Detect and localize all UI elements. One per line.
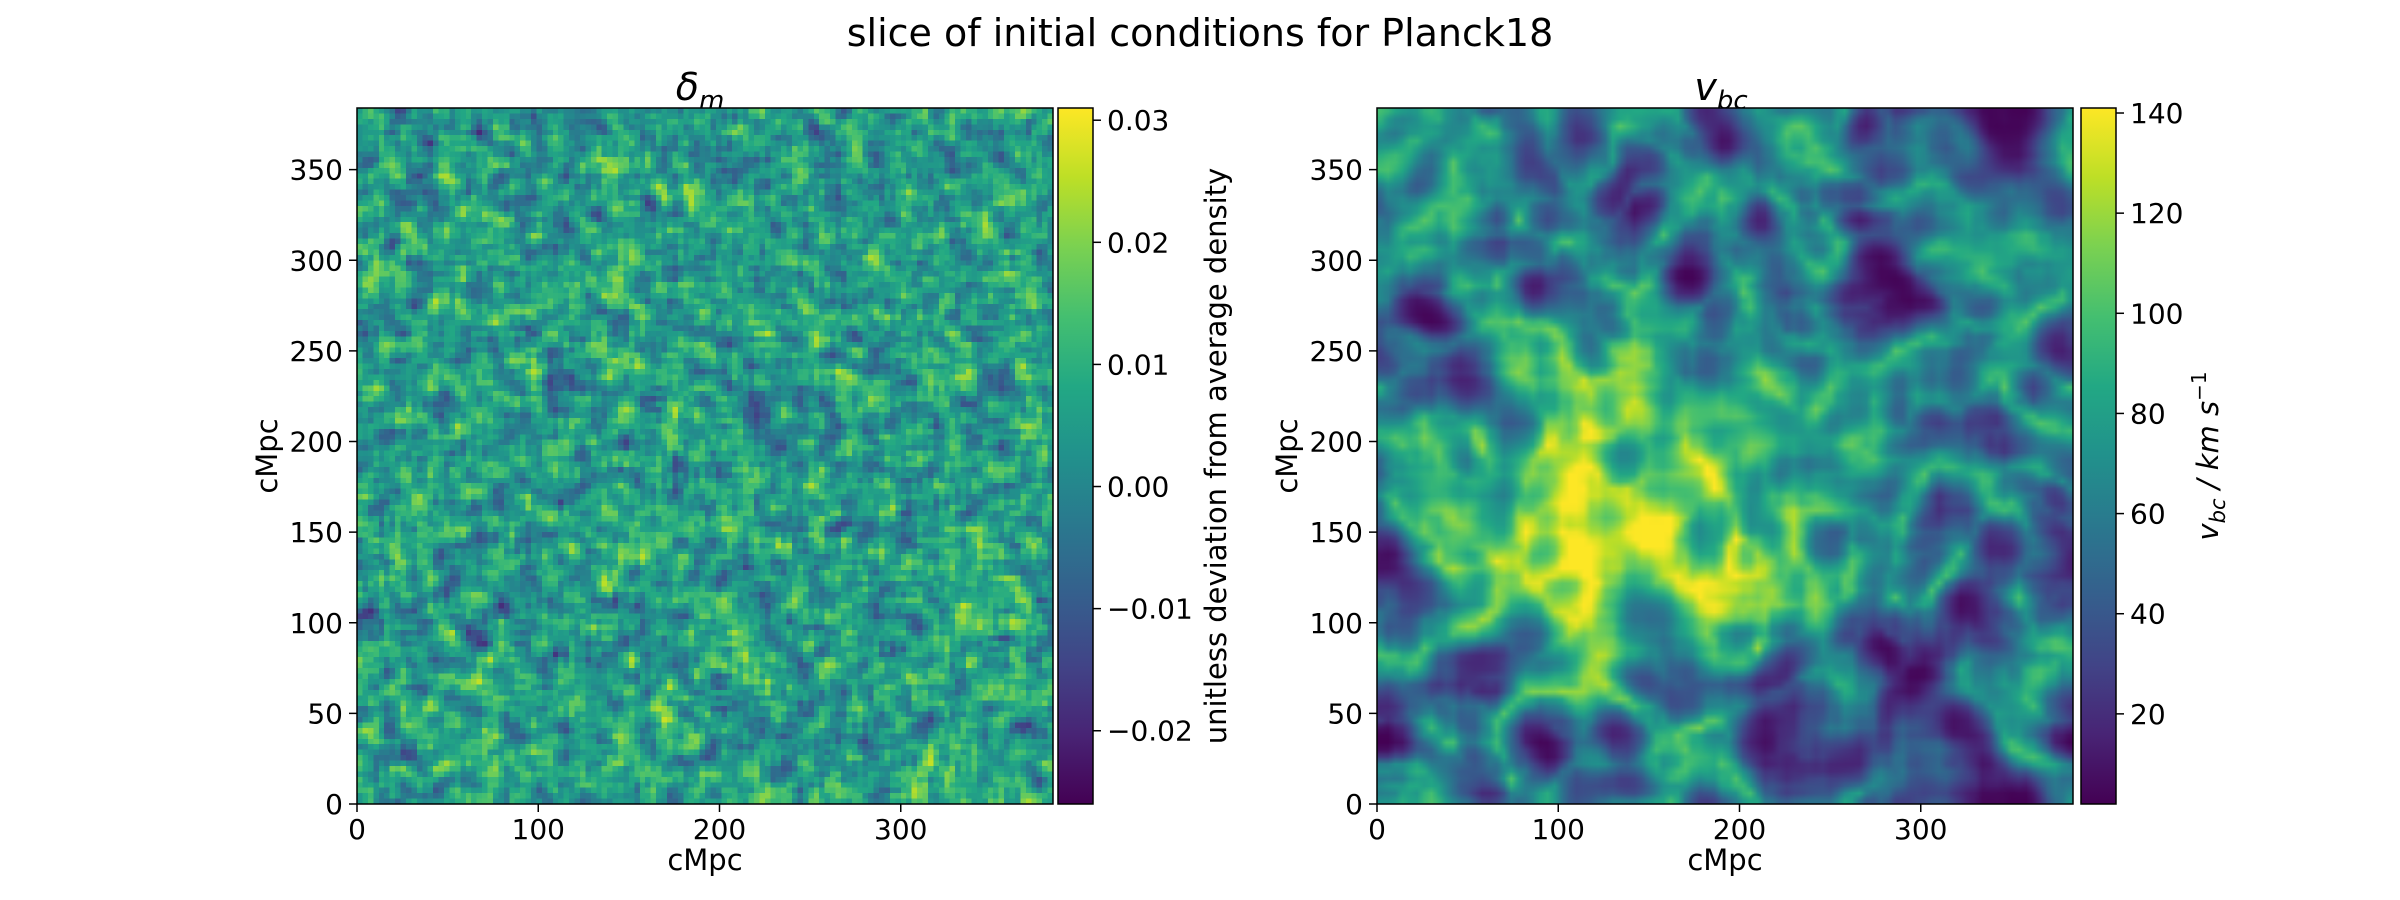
y-axis-label-vbc: cMpc [1270, 418, 1304, 493]
colorbar-tick-label: 100 [2130, 297, 2183, 330]
y-tick-label: 350 [1310, 154, 1363, 187]
x-axis-ticks-delta-m: 0 100 200 300 [348, 804, 927, 846]
colorbar-label-vbc: vbc / km s−1 [2187, 371, 2230, 540]
x-tick-label: 100 [512, 813, 565, 846]
plot-frame-vbc [1376, 107, 2074, 805]
y-tick-label: 300 [290, 244, 343, 277]
colorbar-tick-label: 80 [2130, 397, 2166, 430]
heatmap-delta-m [357, 108, 1053, 804]
y-tick-label: 200 [1310, 426, 1363, 459]
x-axis-ticks-vbc: 0 100 200 300 [1368, 804, 1947, 846]
x-tick-label: 200 [693, 813, 746, 846]
colorbar-tick-label: 120 [2130, 197, 2183, 230]
y-tick-label: 0 [1345, 788, 1363, 821]
colorbar-ticks-delta-m: −0.02 −0.01 0.00 0.01 0.02 0.03 [1093, 104, 1193, 748]
x-tick-label: 300 [1894, 813, 1947, 846]
colorbar-tick-label: −0.02 [1107, 715, 1193, 748]
x-axis-label-delta-m: cMpc [667, 843, 742, 877]
colorbar-tick-label: 0.03 [1107, 104, 1169, 137]
x-axis-label-vbc: cMpc [1687, 843, 1762, 877]
y-axis-label-delta-m: cMpc [250, 418, 284, 493]
x-tick-label: 100 [1532, 813, 1585, 846]
colorbar-tick-label: 0.00 [1107, 471, 1169, 504]
y-tick-label: 150 [290, 516, 343, 549]
x-tick-label: 200 [1713, 813, 1766, 846]
y-axis-ticks-delta-m: 0 50 100 150 200 250 300 350 [290, 154, 357, 821]
colorbar-ticks-vbc: 20 40 60 80 100 120 140 [2116, 97, 2183, 731]
y-tick-label: 150 [1310, 516, 1363, 549]
colorbar-frame-vbc [2080, 107, 2117, 805]
y-tick-label: 250 [290, 335, 343, 368]
y-tick-label: 250 [1310, 335, 1363, 368]
colorbar-delta-m [1058, 108, 1093, 804]
colorbar-frame-delta-m [1057, 107, 1094, 805]
colorbar-vbc [2081, 108, 2116, 804]
x-tick-label: 300 [874, 813, 927, 846]
y-axis-ticks-vbc: 0 50 100 150 200 250 300 350 [1310, 154, 1377, 821]
colorbar-tick-label: 60 [2130, 498, 2166, 531]
colorbar-label-delta-m: unitless deviation from average density [1199, 168, 1233, 745]
colorbar-tick-label: −0.01 [1107, 593, 1193, 626]
figure-suptitle: slice of initial conditions for Planck18 [847, 11, 1554, 55]
y-tick-label: 50 [1327, 697, 1363, 730]
colorbar-tick-label: 0.02 [1107, 226, 1169, 259]
heatmap-vbc [1377, 108, 2073, 804]
y-tick-label: 100 [1310, 607, 1363, 640]
x-tick-label: 0 [1368, 813, 1386, 846]
y-tick-label: 300 [1310, 244, 1363, 277]
plot-frame-delta-m [356, 107, 1054, 805]
colorbar-tick-label: 0.01 [1107, 348, 1169, 381]
colorbar-tick-label: 40 [2130, 598, 2166, 631]
y-tick-label: 50 [307, 697, 343, 730]
colorbar-tick-label: 20 [2130, 698, 2166, 731]
colorbar-tick-label: 140 [2130, 97, 2183, 130]
y-tick-label: 200 [290, 426, 343, 459]
y-tick-label: 350 [290, 154, 343, 187]
y-tick-label: 100 [290, 607, 343, 640]
y-tick-label: 0 [325, 788, 343, 821]
x-tick-label: 0 [348, 813, 366, 846]
